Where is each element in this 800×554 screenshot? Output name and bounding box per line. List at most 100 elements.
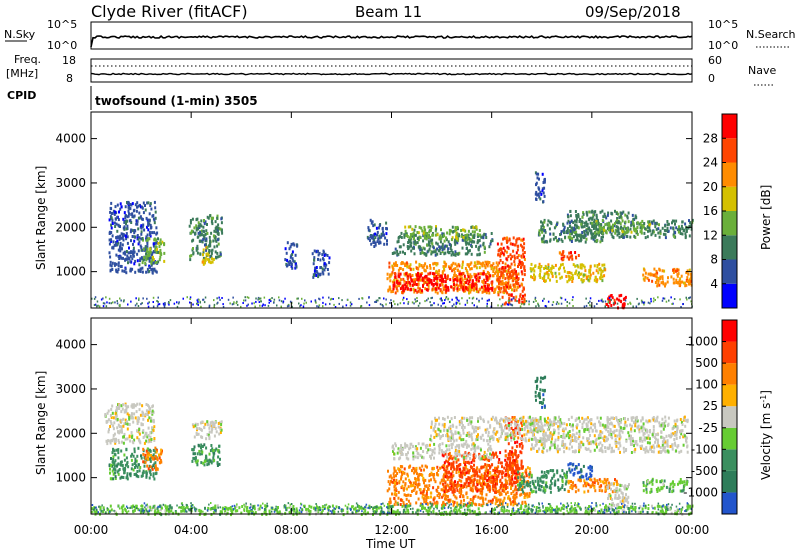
data-cell	[600, 235, 603, 239]
data-cell	[115, 437, 117, 441]
data-cell	[108, 231, 111, 235]
data-cell	[383, 297, 385, 300]
data-cell	[494, 502, 497, 506]
data-cell	[465, 242, 468, 246]
data-cell	[493, 473, 496, 477]
data-cell	[288, 263, 291, 266]
data-cell	[208, 249, 211, 252]
data-cell	[585, 224, 588, 228]
data-cell	[125, 420, 128, 424]
data-cell	[199, 230, 202, 234]
data-cell	[448, 471, 451, 475]
data-cell	[319, 298, 321, 301]
data-cell	[138, 402, 141, 406]
data-cell	[430, 279, 433, 283]
data-cell	[473, 478, 476, 482]
data-cell	[460, 492, 462, 496]
data-cell	[540, 192, 543, 196]
data-cell	[198, 449, 201, 453]
data-cell	[139, 466, 142, 469]
data-cell	[486, 270, 489, 274]
data-cell	[647, 220, 650, 224]
data-cell	[543, 240, 546, 244]
data-cell	[447, 297, 450, 300]
data-cell	[417, 282, 420, 286]
data-cell	[586, 213, 589, 217]
data-cell	[213, 299, 215, 302]
data-cell	[477, 290, 480, 294]
data-cell	[560, 297, 563, 300]
data-cell	[144, 453, 147, 457]
data-cell	[585, 277, 588, 281]
data-cell	[150, 253, 153, 256]
data-cell	[487, 499, 490, 503]
data-cell	[596, 303, 598, 305]
data-cell	[109, 260, 112, 264]
data-cell	[468, 469, 471, 473]
data-cell	[193, 435, 196, 439]
data-cell	[617, 230, 620, 234]
data-cell	[499, 282, 502, 286]
data-cell	[451, 490, 454, 494]
data-cell	[152, 453, 155, 457]
data-cell	[570, 232, 573, 236]
data-cell	[398, 281, 401, 285]
data-cell	[157, 250, 160, 254]
data-cell	[419, 302, 421, 305]
data-cell	[418, 264, 421, 268]
data-cell	[601, 269, 604, 273]
data-cell	[489, 480, 492, 483]
data-cell	[647, 229, 649, 233]
data-cell	[141, 404, 144, 408]
data-cell	[646, 235, 649, 239]
data-cell	[117, 462, 120, 466]
data-cell	[131, 440, 134, 444]
data-cell	[446, 465, 449, 469]
data-cell	[543, 220, 546, 224]
data-cell	[469, 262, 472, 266]
data-cell	[199, 421, 202, 425]
data-cell	[510, 303, 513, 306]
data-cell	[650, 297, 652, 300]
data-cell	[311, 252, 314, 256]
data-cell	[134, 404, 137, 408]
data-cell	[476, 479, 479, 483]
data-cell	[211, 427, 214, 431]
data-cell	[322, 250, 325, 254]
data-cell	[216, 297, 218, 300]
data-cell	[114, 453, 117, 457]
data-cell	[323, 268, 326, 272]
data-cell	[456, 301, 459, 304]
data-cell	[212, 424, 214, 428]
data-cell	[111, 234, 114, 238]
data-cell	[396, 264, 399, 267]
data-cell	[200, 305, 202, 308]
data-cell	[474, 264, 477, 268]
data-cell	[407, 485, 410, 489]
data-cell	[115, 448, 118, 452]
data-cell	[627, 303, 629, 306]
data-cell	[521, 278, 524, 282]
data-cell	[469, 238, 472, 242]
data-cell	[437, 303, 439, 306]
data-cell	[112, 427, 115, 431]
data-cell	[276, 304, 278, 307]
data-cell	[136, 470, 139, 473]
data-cell	[629, 302, 632, 305]
data-cell	[670, 296, 672, 299]
data-cell	[213, 458, 216, 462]
data-cell	[489, 465, 492, 469]
data-cell	[504, 277, 507, 281]
data-cell	[501, 470, 504, 474]
data-cell	[407, 241, 410, 244]
data-cell	[458, 287, 461, 291]
data-cell	[512, 495, 515, 499]
data-cell	[441, 270, 444, 274]
data-cell	[200, 443, 203, 447]
data-cell	[419, 248, 422, 252]
data-cell	[402, 285, 405, 289]
data-cell	[142, 436, 145, 439]
data-cell	[409, 267, 412, 271]
data-cell	[574, 233, 577, 237]
data-cell	[482, 272, 485, 276]
